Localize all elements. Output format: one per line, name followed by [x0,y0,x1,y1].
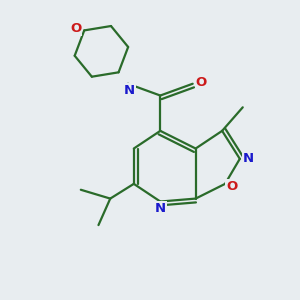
Text: N: N [155,202,166,214]
Text: O: O [195,76,207,89]
Text: N: N [124,84,135,97]
Text: N: N [243,152,254,165]
Text: O: O [70,22,82,35]
Text: O: O [226,180,237,193]
